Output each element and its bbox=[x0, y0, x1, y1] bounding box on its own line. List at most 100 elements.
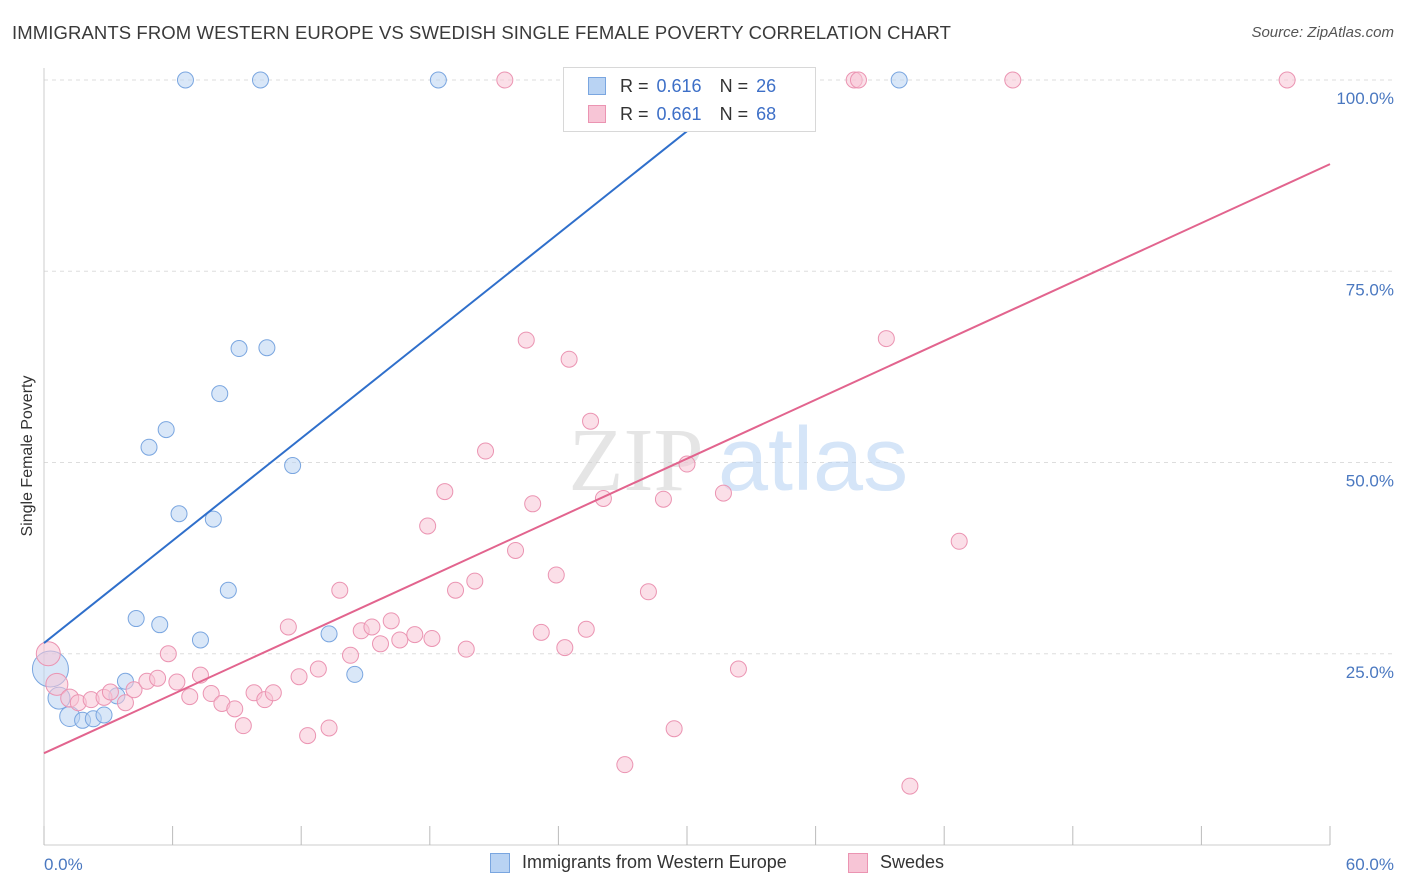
immigrants-point bbox=[211, 385, 229, 403]
legend-r-label: R = bbox=[620, 75, 649, 96]
legend-swatch-blue bbox=[588, 77, 606, 95]
immigrants-point bbox=[157, 421, 175, 439]
swedes-point bbox=[309, 660, 327, 678]
swedes-point bbox=[447, 581, 465, 599]
points-layer bbox=[31, 71, 1296, 795]
legend-r-value: 0.661 bbox=[656, 103, 702, 124]
swedes-point bbox=[341, 646, 359, 664]
legend-r-value: 0.616 bbox=[656, 75, 702, 96]
swedes-point bbox=[331, 581, 349, 599]
source-credit: Source: ZipAtlas.com bbox=[1251, 24, 1394, 41]
immigrants-point bbox=[346, 665, 364, 683]
watermark-atlas: atlas bbox=[718, 410, 908, 510]
swedes-point bbox=[320, 719, 338, 737]
legend-n-value: 68 bbox=[756, 103, 777, 124]
swedes-point bbox=[299, 727, 317, 745]
swedes-point bbox=[665, 720, 683, 738]
swedes-point bbox=[168, 673, 186, 691]
swedes-point bbox=[616, 756, 634, 774]
legend-label-immigrants: Immigrants from Western Europe bbox=[522, 852, 787, 872]
swedes-point bbox=[406, 626, 424, 644]
legend-swatch-pink bbox=[848, 852, 868, 873]
immigrants-point bbox=[95, 706, 113, 724]
swedes-trendline bbox=[43, 163, 1331, 755]
swedes-point bbox=[507, 541, 525, 559]
swedes-point bbox=[279, 618, 297, 636]
y-tick-label: 75.0% bbox=[1346, 280, 1394, 299]
axis-layer: 25.0% 50.0% 75.0% 100.0% 0.0% 60.0% bbox=[43, 68, 1394, 874]
swedes-point bbox=[1004, 71, 1022, 89]
swedes-point bbox=[181, 688, 199, 706]
swedes-point bbox=[547, 566, 565, 584]
swedes-point bbox=[560, 350, 578, 368]
swedes-point bbox=[901, 777, 919, 795]
x-tick-label: 60.0% bbox=[1346, 855, 1394, 874]
swedes-point bbox=[363, 618, 381, 636]
swedes-point bbox=[264, 684, 282, 702]
legend-row-blue: R = 0.616 N = 26 bbox=[588, 74, 776, 98]
swedes-point bbox=[125, 681, 143, 699]
legend-item-immigrants[interactable]: Immigrants from Western Europe bbox=[490, 852, 787, 873]
swedes-point bbox=[159, 645, 177, 663]
immigrants-point bbox=[429, 71, 447, 89]
swedes-point bbox=[1278, 71, 1296, 89]
trend-layer bbox=[43, 79, 1331, 755]
watermark: ZIP atlas bbox=[569, 410, 909, 510]
immigrants-point bbox=[320, 625, 338, 643]
legend-r-label: R = bbox=[620, 103, 649, 124]
swedes-point bbox=[517, 331, 535, 349]
grid-layer bbox=[44, 79, 1394, 655]
legend-label-swedes: Swedes bbox=[880, 852, 945, 872]
swedes-point bbox=[45, 672, 69, 696]
swedes-point bbox=[202, 685, 220, 703]
swedes-point bbox=[466, 572, 484, 590]
legend-swatch-pink bbox=[588, 105, 606, 123]
immigrants-point bbox=[176, 71, 194, 89]
immigrants-point bbox=[127, 610, 145, 628]
swedes-point bbox=[714, 484, 732, 502]
swedes-point bbox=[149, 669, 167, 687]
legend-item-swedes[interactable]: Swedes bbox=[848, 852, 944, 873]
immigrants-point bbox=[151, 616, 169, 634]
immigrants-point bbox=[890, 71, 908, 89]
swedes-point bbox=[577, 620, 595, 638]
x-tick-label: 0.0% bbox=[44, 855, 83, 874]
immigrants-point bbox=[140, 438, 158, 456]
immigrants-point bbox=[284, 457, 302, 475]
immigrants-point bbox=[258, 339, 276, 357]
immigrants-point bbox=[219, 581, 237, 599]
swedes-point bbox=[639, 583, 657, 601]
y-tick-label: 50.0% bbox=[1346, 472, 1394, 491]
y-tick-label: 100.0% bbox=[1336, 89, 1394, 108]
swedes-point bbox=[423, 629, 441, 647]
swedes-point bbox=[524, 495, 542, 513]
swedes-point bbox=[382, 612, 400, 630]
legend-n-label: N = bbox=[719, 103, 749, 124]
swedes-point bbox=[477, 442, 495, 460]
swedes-point bbox=[877, 330, 895, 348]
immigrants-point bbox=[230, 340, 248, 358]
immigrants-point bbox=[204, 510, 222, 528]
legend-row-pink: R = 0.661 N = 68 bbox=[588, 102, 776, 126]
immigrants-point bbox=[170, 505, 188, 523]
swedes-point bbox=[226, 700, 244, 718]
swedes-point bbox=[556, 639, 574, 657]
chart-title: IMMIGRANTS FROM WESTERN EUROPE VS SWEDIS… bbox=[12, 22, 952, 43]
swedes-point bbox=[290, 668, 308, 686]
legend-n-value: 26 bbox=[756, 75, 777, 96]
swedes-point bbox=[496, 71, 514, 89]
swedes-point bbox=[35, 641, 61, 667]
swedes-point bbox=[582, 412, 600, 430]
swedes-point bbox=[729, 660, 747, 678]
immigrants-trendline bbox=[43, 79, 752, 644]
swedes-point bbox=[391, 631, 409, 649]
y-tick-label: 25.0% bbox=[1346, 663, 1394, 682]
immigrants-point bbox=[191, 631, 209, 649]
swedes-point bbox=[950, 532, 968, 550]
swedes-point bbox=[849, 71, 867, 89]
legend-n-label: N = bbox=[719, 75, 749, 96]
swedes-point bbox=[372, 635, 390, 653]
swedes-point bbox=[419, 517, 437, 535]
swedes-point bbox=[101, 683, 119, 701]
